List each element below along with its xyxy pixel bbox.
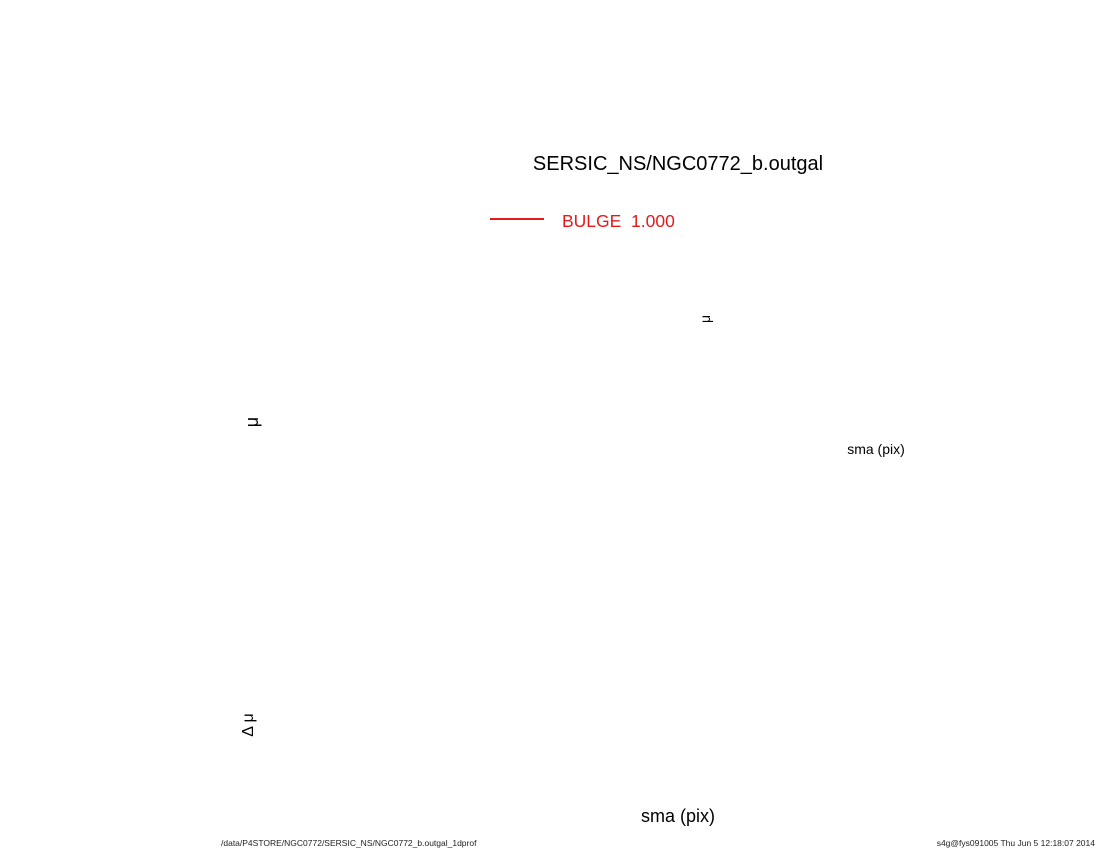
page-title: SERSIC_NS/NGC0772_b.outgal: [532, 153, 824, 175]
inset-y-axis-label: μ: [697, 314, 713, 324]
main-y-axis-label: μ: [242, 416, 262, 428]
legend-label: BULGE 1.000: [562, 211, 675, 231]
session-timestamp: s4g@fys091005 Thu Jun 5 12:18:07 2014: [936, 838, 1095, 848]
x-axis-label: sma (pix): [640, 806, 715, 826]
inset-x-axis-label: sma (pix): [847, 441, 905, 457]
output-file-path: /data/P4STORE/NGC0772/SERSIC_NS/NGC0772_…: [221, 838, 477, 848]
residual-y-axis-label: Δ μ: [240, 713, 257, 737]
legend-model-line-swatch: [490, 218, 544, 220]
